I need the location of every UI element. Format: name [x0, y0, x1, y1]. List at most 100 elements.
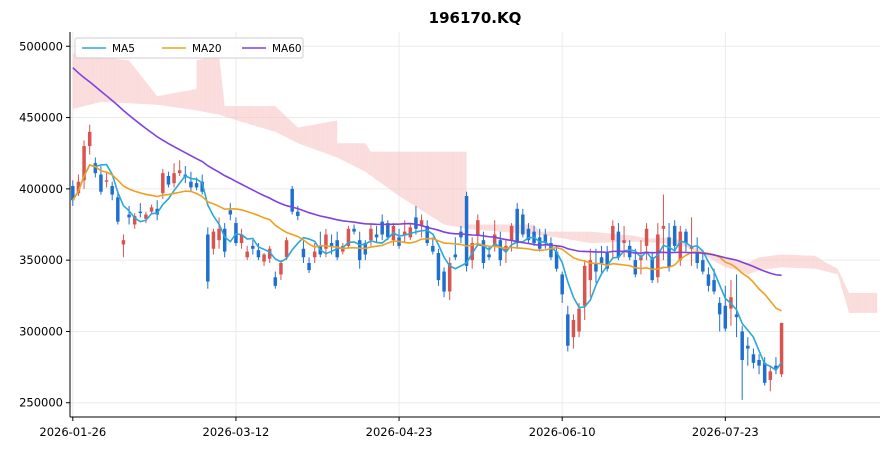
candle-body: [571, 320, 576, 338]
cloud-segment: [868, 292, 872, 313]
cloud-segment: [185, 90, 189, 110]
cloud-segment: [753, 258, 757, 273]
cloud-segment: [390, 151, 394, 192]
candle-body: [245, 251, 249, 258]
candle-body: [442, 271, 446, 292]
cloud-segment: [278, 108, 281, 135]
cloud-segment: [632, 235, 636, 242]
cloud-segment: [458, 151, 461, 228]
candle-body: [414, 217, 418, 229]
cloud-segment: [801, 255, 805, 269]
cloud-segment: [348, 143, 352, 165]
cloud-segment: [137, 71, 141, 104]
cloud-segment: [798, 255, 802, 269]
cloud-segment: [311, 124, 315, 150]
cloud-segment: [854, 292, 858, 313]
cloud-segment: [559, 231, 563, 239]
cloud-segment: [100, 56, 104, 103]
cloud-segment: [730, 258, 734, 270]
cloud-segment: [739, 260, 743, 273]
cloud-segment: [415, 151, 419, 209]
cloud-segment: [865, 292, 869, 313]
cloud-segment: [261, 106, 265, 129]
legend: MA5 MA20 MA60: [74, 37, 304, 59]
candle-body: [684, 231, 688, 244]
cloud-segment: [629, 235, 633, 242]
legend-label-ma20: MA20: [192, 43, 222, 55]
cloud-segment: [460, 151, 464, 229]
cloud-segment: [860, 292, 864, 313]
cloud-segment: [269, 106, 273, 131]
cloud-segment: [162, 94, 166, 106]
cloud-segment: [587, 231, 591, 244]
cloud-segment: [337, 143, 340, 159]
cloud-segment: [795, 255, 799, 268]
candle-body: [194, 183, 199, 188]
cloud-segment: [761, 256, 765, 270]
cloud-segment: [857, 292, 861, 313]
cloud-segment: [815, 255, 819, 270]
cloud-segment: [148, 85, 152, 105]
y-tick-label: 350000: [19, 253, 63, 267]
cloud-segment: [626, 235, 630, 242]
y-tick-label: 400000: [19, 182, 63, 196]
cloud-segment: [399, 151, 402, 198]
candle-body: [324, 234, 328, 249]
cloud-segment: [266, 106, 270, 131]
cloud-segment: [432, 151, 436, 220]
cloud-segment: [584, 231, 588, 243]
cloud-segment: [427, 151, 430, 216]
cloud-segment: [244, 106, 248, 124]
candle-body: [329, 243, 334, 246]
cloud-segment: [264, 106, 267, 130]
cloud-segment: [188, 90, 191, 110]
cloud-segment: [168, 93, 172, 107]
candle-body: [695, 253, 699, 263]
cloud-segment: [767, 255, 771, 270]
cloud-segment: [579, 231, 582, 242]
cloud-segment: [193, 89, 197, 111]
cloud-segment: [325, 121, 329, 155]
candle-body: [76, 181, 81, 194]
candle-body: [104, 180, 109, 182]
cloud-segment: [106, 57, 110, 103]
cloud-segment: [72, 53, 76, 109]
cloud-segment: [387, 151, 391, 190]
cloud-segment: [505, 224, 509, 233]
candle-body: [509, 225, 514, 241]
candle-body: [751, 354, 756, 363]
cloud-segment: [323, 122, 326, 154]
cloud-segment: [773, 255, 776, 269]
cloud-segment: [550, 231, 554, 237]
cloud-segment: [500, 224, 504, 232]
cloud-segment: [804, 255, 807, 269]
cloud-segment: [593, 231, 596, 243]
candle-body: [447, 263, 452, 292]
candle-body: [425, 225, 429, 244]
cloud-segment: [92, 55, 96, 105]
cloud-segment: [556, 231, 560, 238]
cloud-segment: [300, 126, 304, 146]
x-tick-label: 2026-06-10: [529, 425, 596, 439]
candle-body: [166, 176, 171, 185]
cloud-segment: [843, 280, 847, 304]
cloud-segment: [818, 257, 821, 271]
candle-body: [599, 257, 604, 263]
cloud-segment: [570, 231, 574, 241]
candle-body: [222, 228, 227, 252]
cloud-segment: [455, 151, 459, 228]
cloud-segment: [286, 116, 290, 139]
cloud-segment: [601, 232, 605, 243]
cloud-segment: [373, 151, 377, 180]
candle-body: [521, 214, 525, 235]
candle-body: [431, 245, 435, 252]
cloud-segment: [340, 143, 343, 161]
candle-body: [554, 251, 559, 269]
candle-body: [498, 240, 503, 261]
candle-body: [352, 228, 356, 232]
candle-body: [256, 250, 261, 258]
cloud-segment: [590, 231, 594, 244]
candle-body: [560, 274, 564, 295]
candle-body: [87, 131, 92, 147]
cloud-segment: [160, 95, 163, 106]
